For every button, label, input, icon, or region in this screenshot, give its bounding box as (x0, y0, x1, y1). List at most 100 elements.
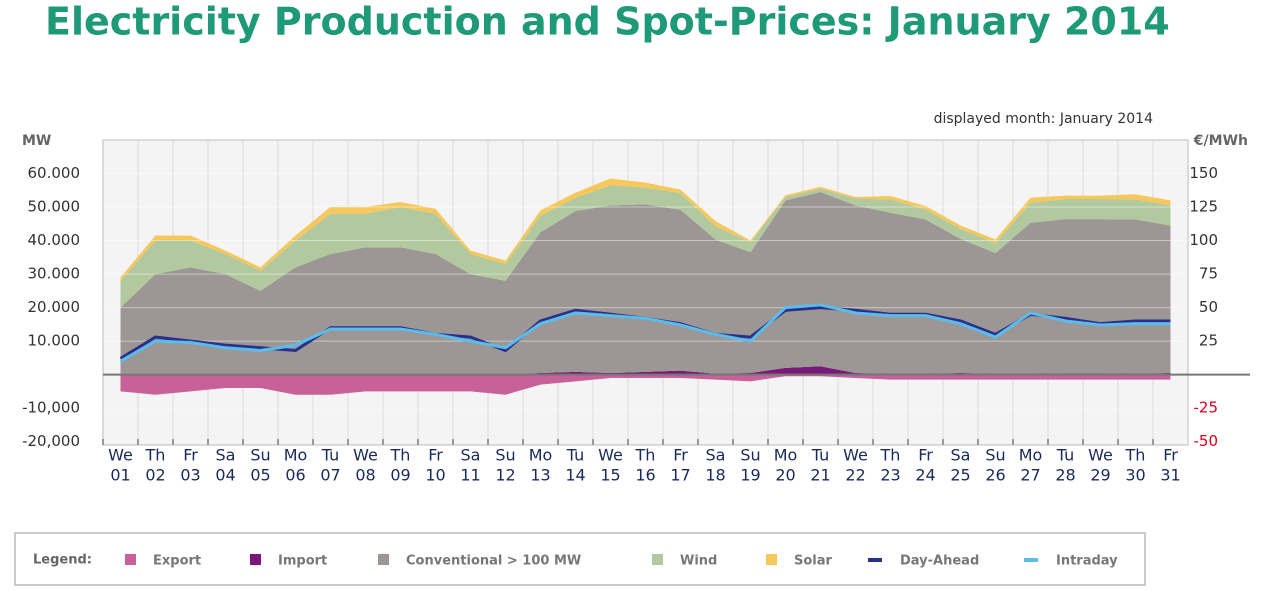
x-weekday-label: Mo (284, 446, 308, 465)
y-tick-label: 30.000 (28, 265, 81, 283)
x-weekday-label: Sa (216, 446, 236, 465)
legend-label: Wind (680, 554, 717, 569)
x-tick-label: 19 (740, 466, 760, 485)
x-weekday-label: Su (495, 446, 515, 465)
legend-swatch (766, 554, 777, 565)
x-weekday-label: Tu (566, 446, 584, 465)
legend-swatch (378, 554, 389, 565)
x-tick-label: 04 (215, 466, 235, 485)
x-tick-label: 14 (565, 466, 585, 485)
legend-label: Export (153, 554, 201, 569)
x-tick-label: 06 (285, 466, 305, 485)
legend-label: Import (278, 554, 327, 569)
x-tick-label: 01 (110, 466, 130, 485)
y2-tick-label: 25 (1199, 332, 1218, 350)
x-weekday-label: We (353, 446, 378, 465)
x-tick-label: 11 (460, 466, 480, 485)
x-weekday-label: Th (145, 446, 166, 465)
x-tick-label: 20 (775, 466, 795, 485)
x-tick-label: 12 (495, 466, 515, 485)
legend-title: Legend: (33, 553, 92, 568)
y-tick-label: 20.000 (28, 298, 81, 316)
y-tick-label: 60.000 (28, 164, 81, 182)
x-weekday-label: We (108, 446, 133, 465)
x-weekday-label: Su (985, 446, 1005, 465)
legend-label: Solar (794, 554, 833, 569)
x-tick-label: 23 (880, 466, 900, 485)
x-weekday-label: Th (1125, 446, 1146, 465)
x-weekday-label: Sa (951, 446, 971, 465)
chart-title: Electricity Production and Spot-Prices: … (45, 0, 1170, 44)
x-weekday-label: Mo (774, 446, 798, 465)
chart-subtitle: displayed month: January 2014 (934, 111, 1154, 127)
y-tick-label: 10.000 (28, 332, 81, 350)
x-tick-label: 17 (670, 466, 690, 485)
x-tick-label: 18 (705, 466, 725, 485)
x-tick-label: 08 (355, 466, 375, 485)
x-weekday-label: Th (635, 446, 656, 465)
x-weekday-label: We (1088, 446, 1113, 465)
x-weekday-label: Fr (918, 446, 933, 465)
x-weekday-label: Tu (1056, 446, 1074, 465)
legend-box (14, 532, 1146, 586)
y-axis-label: MW (22, 133, 51, 149)
x-tick-label: 02 (145, 466, 165, 485)
x-weekday-label: Fr (1163, 446, 1178, 465)
x-tick-label: 28 (1055, 466, 1075, 485)
y-tick-label: -20,000 (22, 432, 80, 450)
area (120, 374, 1171, 395)
x-weekday-label: Tu (811, 446, 829, 465)
x-weekday-label: Fr (428, 446, 443, 465)
area (120, 178, 1171, 281)
y2-tick-label: 150 (1189, 164, 1218, 182)
x-tick-label: 03 (180, 466, 200, 485)
y2-tick-label: -25 (1194, 399, 1219, 417)
x-weekday-label: Sa (461, 446, 481, 465)
legend-label: Day-Ahead (900, 554, 979, 569)
legend-swatch (125, 554, 136, 565)
x-tick-label: 26 (985, 466, 1005, 485)
x-weekday-label: Mo (1019, 446, 1043, 465)
legend-swatch (250, 554, 261, 565)
x-weekday-label: Fr (183, 446, 198, 465)
x-tick-label: 29 (1090, 466, 1110, 485)
y2-tick-label: 50 (1199, 298, 1218, 316)
y-tick-label: 50.000 (28, 198, 81, 216)
x-tick-label: 25 (950, 466, 970, 485)
x-weekday-label: Tu (321, 446, 339, 465)
x-weekday-label: We (598, 446, 623, 465)
x-tick-label: 16 (635, 466, 655, 485)
x-weekday-label: Su (250, 446, 270, 465)
x-tick-label: 27 (1020, 466, 1040, 485)
x-weekday-label: Sa (706, 446, 726, 465)
x-weekday-label: Th (880, 446, 901, 465)
y2-tick-label: -50 (1194, 432, 1219, 450)
y2-tick-label: 75 (1199, 265, 1218, 283)
y-tick-label: -10,000 (22, 399, 80, 417)
area (120, 185, 1171, 308)
x-tick-label: 31 (1160, 466, 1180, 485)
y2-tick-label: 125 (1189, 198, 1218, 216)
x-tick-label: 13 (530, 466, 550, 485)
y2-axis-label: €/MWh (1193, 133, 1248, 149)
x-tick-label: 22 (845, 466, 865, 485)
x-weekday-label: We (843, 446, 868, 465)
x-tick-label: 24 (915, 466, 935, 485)
price-line (119, 303, 1171, 363)
x-tick-label: 10 (425, 466, 445, 485)
x-weekday-label: Th (390, 446, 411, 465)
x-tick-label: 21 (810, 466, 830, 485)
legend-swatch (652, 554, 663, 565)
x-weekday-label: Su (740, 446, 760, 465)
x-weekday-label: Mo (529, 446, 553, 465)
x-tick-label: 15 (600, 466, 620, 485)
x-tick-label: 09 (390, 466, 410, 485)
x-tick-label: 05 (250, 466, 270, 485)
legend-label: Conventional > 100 MW (406, 554, 581, 569)
y-tick-label: 40.000 (28, 231, 81, 249)
legend-label: Intraday (1056, 554, 1118, 569)
x-tick-label: 07 (320, 466, 340, 485)
x-tick-label: 30 (1125, 466, 1145, 485)
